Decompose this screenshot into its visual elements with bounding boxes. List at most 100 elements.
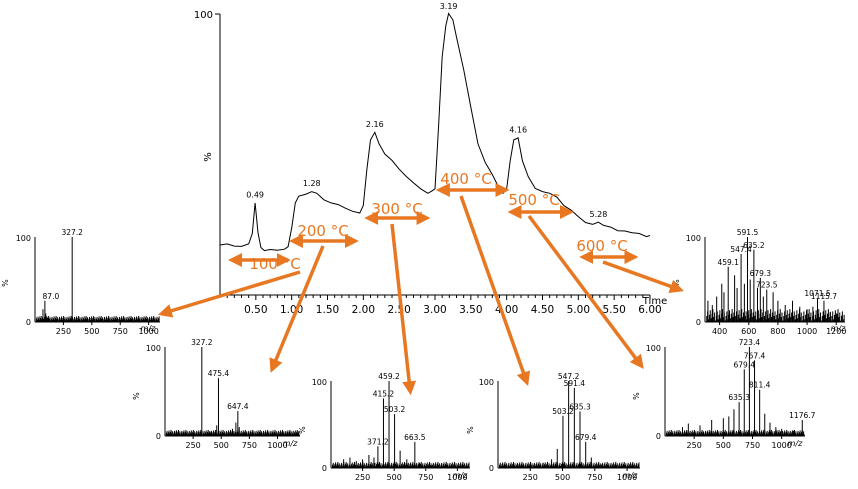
temperature-label: 300 °C — [371, 200, 422, 218]
tic-trace — [219, 12, 651, 252]
connector-arrow — [602, 260, 684, 293]
mass-spectrum-inset: 1000%250 500 750 1000m/z547.2591.4503.2635.… — [466, 372, 640, 482]
tic-peak-label: 2.16 — [366, 120, 384, 129]
ms-x-tick-label: 250 — [687, 441, 702, 450]
ms-x-tick-label: 1000 — [447, 473, 467, 482]
ms-peak-label: 723.5 — [756, 281, 778, 290]
ms-y-axis-label: % — [466, 426, 475, 434]
tic-x-tick-label: 3.00 — [423, 304, 446, 316]
ms-y-tick-label: 0 — [26, 318, 31, 327]
ms-y-tick-label: 100 — [146, 344, 161, 353]
ms-x-tick-label: 750 — [745, 441, 760, 450]
ms-peak-label: 591.5 — [737, 228, 759, 237]
tic-x-tick-label: 5.50 — [602, 304, 625, 316]
tic-y-axis-label: % — [203, 152, 214, 162]
ms-peak-label: 635.3 — [728, 393, 750, 402]
ms-y-tick-label: 0 — [696, 318, 701, 327]
ms-x-tick-label: 1200 — [826, 327, 846, 336]
ms-x-axis-label: m/z — [788, 439, 803, 448]
ms-peak-label: 87.0 — [43, 292, 60, 301]
ms-y-axis-label: % — [1, 279, 10, 287]
ms-x-tick-label: 1000 — [617, 473, 637, 482]
ms-peak-label: 459.1 — [717, 258, 739, 267]
ms-peak-label: 1115.7 — [811, 292, 837, 301]
temperature-ranges: 100 °C 200 °C 300 °C 400 °C 500 °C 600 °C — [228, 170, 639, 273]
tic-x-tick-label: 6.00 — [638, 304, 661, 316]
temperature-label: 500 °C — [508, 191, 559, 209]
mass-spectrum-inset: 1000%250 500 750 1000m/z723.4767.4679.4811.… — [632, 338, 816, 450]
mass-spectrum-inset: 1000%400 600 800 1000 1200m/z591.5547.4635.2… — [672, 228, 846, 336]
ms-peak-label: 647.4 — [227, 402, 249, 411]
ms-peak-label: 723.4 — [739, 338, 761, 347]
ms-x-tick-label: 1000 — [267, 441, 287, 450]
ms-x-tick-label: 800 — [770, 327, 785, 336]
ms-x-axis-label: m/z — [453, 471, 468, 480]
temperature-label: 100 °C — [249, 255, 300, 273]
ms-peak-label: 371.2 — [367, 437, 389, 446]
ms-y-tick-label: 100 — [686, 234, 701, 243]
ms-x-tick-label: 250 — [56, 327, 71, 336]
ms-peak-label: 679.4 — [575, 433, 597, 442]
tic-x-tick-label: 5.00 — [567, 304, 590, 316]
tic-peak-label: 3.19 — [440, 2, 458, 11]
ms-y-tick-label: 0 — [489, 464, 494, 473]
ms-x-axis-label: m/z — [141, 324, 156, 333]
connector-arrow — [157, 270, 301, 318]
ms-y-axis-label: % — [632, 392, 641, 400]
ms-x-tick-label: 750 — [113, 327, 128, 336]
ms-x-axis-label: m/z — [283, 439, 298, 448]
ms-x-tick-label: 500 — [716, 441, 731, 450]
tic-x-tick-label: 2.50 — [387, 304, 410, 316]
ms-x-tick-label: 500 — [555, 473, 570, 482]
ms-x-tick-label: 500 — [214, 441, 229, 450]
ms-peak-label: 679.3 — [750, 269, 772, 278]
ms-y-axis-label: % — [298, 426, 307, 434]
ms-peak-label: 475.4 — [208, 369, 230, 378]
ms-peak-label: 459.2 — [378, 372, 400, 381]
temperature-label: 400 °C — [440, 170, 491, 188]
temperature-label: 200 °C — [297, 222, 348, 240]
tic-peak-label: 1.28 — [303, 179, 321, 188]
ms-peak-label: 327.2 — [61, 228, 83, 237]
ms-peak-label: 1071.5 — [804, 289, 830, 298]
tic-y-tick-label: 100 — [194, 10, 213, 21]
connector-arrow — [269, 245, 325, 373]
tic-x-tick-label: 1.50 — [316, 304, 339, 316]
ms-x-tick-label: 250 — [185, 441, 200, 450]
ms-peak-label: 547.4 — [730, 245, 752, 254]
ms-y-tick-label: 0 — [156, 432, 161, 441]
ms-peak-label: 415.2 — [373, 389, 395, 398]
ms-peak-label: 503.2 — [384, 405, 406, 414]
ms-x-tick-label: 500 — [84, 327, 99, 336]
ms-peak-label: 679.4 — [734, 360, 756, 369]
tic-x-tick-label: 4.50 — [531, 304, 554, 316]
tic-peak-label: 4.16 — [509, 126, 527, 135]
ms-x-tick-label: 400 — [712, 327, 727, 336]
tic-x-axis-label: Time — [642, 296, 667, 307]
connector-arrow — [459, 195, 531, 386]
temperature-label: 600 °C — [576, 237, 627, 255]
connector-arrows — [157, 195, 684, 396]
ms-peak-label: 327.2 — [191, 338, 213, 347]
ms-y-tick-label: 0 — [656, 432, 661, 441]
ms-x-tick-label: 500 — [387, 473, 402, 482]
ms-y-tick-label: 100 — [16, 234, 31, 243]
ms-y-tick-label: 100 — [479, 378, 494, 387]
ms-y-tick-label: 100 — [646, 344, 661, 353]
tic-x-tick-label: 0.50 — [244, 304, 267, 316]
tic-x-tick-label: 3.50 — [459, 304, 482, 316]
tic-peak-label: 0.49 — [246, 190, 264, 199]
ms-x-axis-label: m/z — [623, 471, 638, 480]
ms-peak-label: 811.4 — [749, 381, 771, 390]
ms-peak-label: 1176.7 — [789, 411, 815, 420]
ms-y-axis-label: % — [132, 392, 141, 400]
tic-x-tick-label: 2.00 — [352, 304, 375, 316]
ms-x-tick-label: 750 — [587, 473, 602, 482]
ms-x-tick-label: 250 — [355, 473, 370, 482]
ms-x-tick-label: 250 — [523, 473, 538, 482]
ms-x-tick-label: 1000 — [771, 441, 791, 450]
ms-y-tick-label: 100 — [312, 378, 327, 387]
ms-x-tick-label: 750 — [242, 441, 257, 450]
